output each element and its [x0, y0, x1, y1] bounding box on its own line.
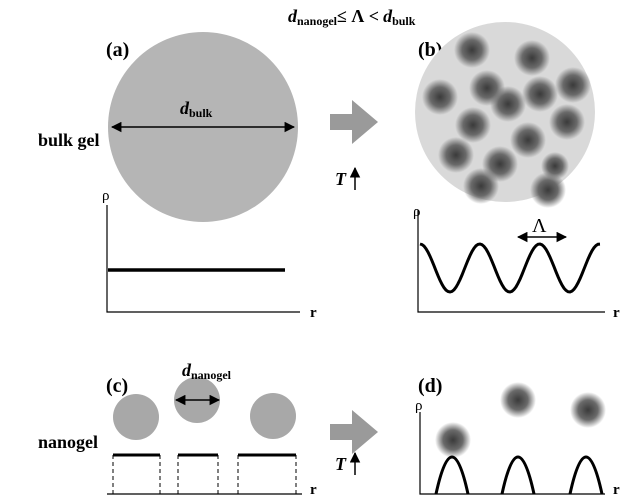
collapsed-nanogel	[435, 422, 471, 458]
x-axis-label: r	[310, 482, 317, 496]
diagram: dnanogel≤ Λ <dbulk (a) (b) (c) (d) bulk …	[0, 0, 633, 496]
density-profile	[436, 457, 602, 494]
x-axis-label: r	[613, 305, 620, 321]
row-label: nanogel	[38, 432, 98, 452]
panel-label: (a)	[106, 39, 129, 61]
y-axis-label: ρ	[415, 398, 423, 414]
axes	[418, 210, 605, 312]
panel-label: (d)	[418, 375, 442, 397]
y-axis-label: ρ	[102, 188, 110, 204]
row-label: bulk gel	[38, 130, 100, 150]
transition-arrow	[330, 410, 378, 454]
nanogel	[113, 394, 159, 440]
y-axis-label: ρ	[413, 204, 421, 220]
collapsed-nanogel	[500, 382, 536, 418]
nanogel-diameter: dnanogel	[182, 360, 232, 382]
x-axis-label: r	[613, 482, 620, 496]
equation: dnanogel≤ Λ <dbulk	[288, 6, 416, 28]
density-profile	[420, 244, 600, 292]
temperature: T	[335, 454, 347, 474]
spacing-label: Λ	[532, 215, 547, 237]
transition-arrow	[330, 100, 378, 144]
nanogel	[250, 393, 296, 439]
x-axis-label: r	[310, 305, 317, 321]
density-profile	[113, 455, 296, 494]
temperature: T	[335, 169, 347, 189]
collapsed-nanogel	[570, 392, 606, 428]
panel-label: (c)	[106, 375, 128, 397]
